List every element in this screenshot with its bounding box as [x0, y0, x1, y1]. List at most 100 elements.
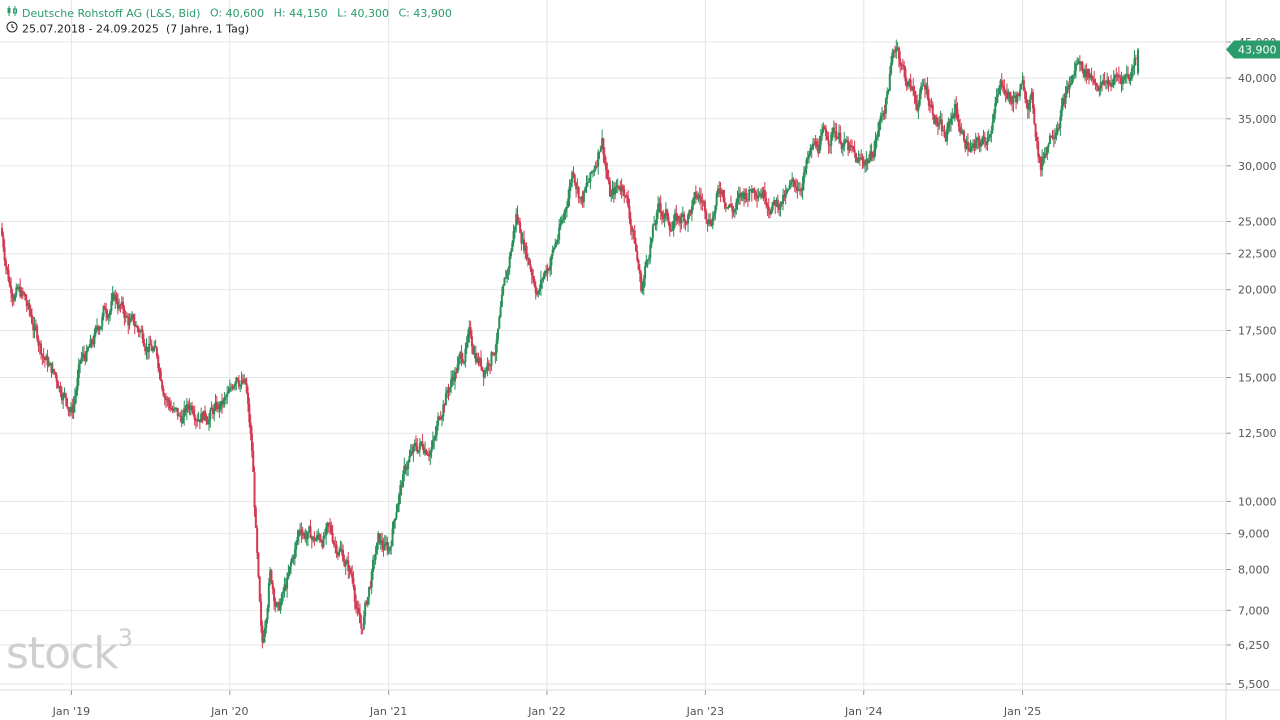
candle-body — [365, 602, 368, 605]
candle-body — [1068, 84, 1071, 90]
candle-body — [819, 136, 822, 145]
candle-body — [373, 559, 376, 561]
candle-body — [576, 187, 579, 189]
candle-body — [473, 353, 476, 355]
candle-body — [73, 396, 76, 405]
candle-body — [498, 316, 501, 329]
candle-body — [310, 538, 313, 540]
candle-body — [1046, 146, 1049, 155]
candle-body — [1110, 82, 1113, 87]
candle-body — [769, 210, 772, 215]
close-value: 43,900 — [413, 6, 452, 20]
candle-body — [1077, 61, 1080, 64]
candle-body — [77, 364, 80, 379]
candle-body — [301, 534, 304, 536]
candle-body — [732, 211, 735, 213]
candle-body — [517, 221, 520, 223]
candle-body — [98, 329, 101, 331]
candle-body — [620, 185, 623, 192]
candle-body — [220, 401, 223, 405]
candle-body — [894, 51, 897, 53]
candle-body — [11, 293, 14, 298]
candle-body — [640, 273, 643, 292]
candle-body — [934, 117, 937, 124]
candle-body — [1125, 74, 1128, 76]
candle-body — [990, 130, 993, 135]
candle-body — [1061, 98, 1064, 106]
candle-body — [135, 325, 138, 327]
candle-body — [267, 583, 270, 608]
candle-body — [979, 145, 982, 147]
candle-body — [319, 539, 322, 542]
candle-body — [685, 221, 688, 224]
candle-body — [735, 202, 738, 210]
candle-body — [647, 258, 650, 260]
candle-body — [10, 285, 13, 294]
candle-body — [1026, 102, 1029, 110]
candle-body — [360, 623, 363, 629]
candle-body — [1133, 58, 1136, 67]
candle-body — [141, 329, 144, 340]
candle-body — [722, 190, 725, 198]
candle-body — [965, 141, 968, 149]
candle-body — [787, 188, 790, 190]
candle-body — [256, 527, 259, 553]
candle-body — [413, 442, 416, 447]
candle-body — [461, 359, 464, 363]
candle-body — [127, 316, 130, 326]
candle-body — [1028, 103, 1031, 110]
candle-body — [295, 541, 298, 550]
candle-body — [508, 256, 511, 269]
candle-body — [336, 552, 339, 556]
candle-body — [286, 577, 289, 589]
candle-body — [886, 91, 889, 99]
candle-body — [1013, 95, 1016, 97]
candle-body — [1059, 116, 1062, 129]
candle-body — [1099, 82, 1102, 89]
candle-body — [1130, 68, 1133, 79]
candle-body — [263, 627, 266, 637]
candle-body — [942, 130, 945, 132]
candle-body — [728, 204, 731, 207]
candle-body — [394, 518, 397, 521]
candle-body — [349, 568, 352, 574]
y-tick-label: 9,000 — [1238, 528, 1270, 541]
candle-body — [184, 407, 187, 413]
candle-body — [218, 404, 221, 410]
candle-body — [981, 138, 984, 146]
candle-body — [133, 322, 136, 327]
candle-body — [154, 345, 157, 348]
candle-body — [464, 348, 467, 362]
candle-body — [727, 206, 730, 208]
candle-body — [754, 192, 757, 196]
candle-body — [142, 339, 145, 347]
candle-body — [1039, 158, 1042, 171]
candle-body — [602, 138, 605, 155]
candle-body — [526, 258, 529, 260]
candle-body — [586, 182, 589, 184]
candle-body — [72, 404, 75, 413]
candle-body — [396, 504, 399, 513]
candle-body — [1022, 80, 1025, 91]
candle-body — [646, 259, 649, 261]
candle-body — [237, 380, 240, 387]
candle-body — [1048, 135, 1051, 144]
candle-body — [356, 608, 359, 610]
date-range[interactable]: 25.07.2018 - 24.09.2025 (7 Jahre, 1 Tag) — [6, 21, 249, 38]
candle-body — [1033, 108, 1036, 124]
candle-body — [486, 362, 489, 371]
candle-body — [541, 279, 544, 281]
candle-body — [1123, 76, 1126, 80]
candle-body — [32, 323, 35, 331]
candle-body — [282, 591, 285, 594]
x-tick-label: Jan '19 — [52, 705, 90, 718]
candle-body — [986, 137, 989, 145]
candle-body — [796, 188, 799, 191]
candle-body — [2, 235, 5, 248]
low-label: L: — [337, 6, 347, 20]
candle-body — [153, 345, 156, 351]
candle-body — [17, 286, 20, 289]
candle-body — [960, 132, 963, 134]
candle-body — [670, 230, 673, 232]
